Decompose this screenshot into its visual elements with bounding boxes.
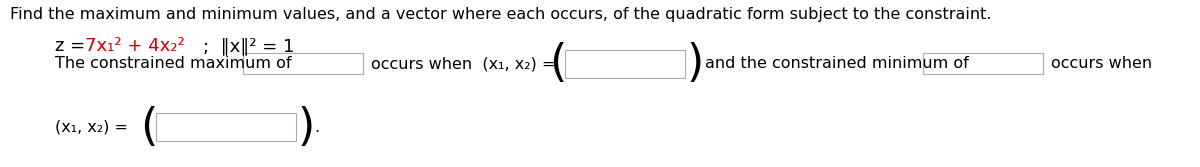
FancyBboxPatch shape	[242, 53, 364, 74]
Text: ): )	[686, 42, 703, 86]
Text: occurs when: occurs when	[1051, 56, 1152, 71]
Text: (: (	[550, 42, 566, 86]
Text: 7x₁² + 4x₂²: 7x₁² + 4x₂²	[85, 37, 185, 55]
Text: ;  ∥x∥² = 1: ; ∥x∥² = 1	[203, 37, 294, 55]
FancyBboxPatch shape	[156, 113, 296, 141]
Text: occurs when  (x₁, x₂) =: occurs when (x₁, x₂) =	[371, 56, 556, 71]
Text: (x₁, x₂) =: (x₁, x₂) =	[55, 120, 128, 134]
Text: Find the maximum and minimum values, and a vector where each occurs, of the quad: Find the maximum and minimum values, and…	[10, 7, 991, 22]
Text: ): )	[298, 106, 314, 148]
Text: and the constrained minimum of: and the constrained minimum of	[706, 56, 968, 71]
Text: z =: z =	[55, 37, 91, 55]
FancyBboxPatch shape	[923, 53, 1043, 74]
Text: (: (	[140, 106, 157, 148]
Text: .: .	[314, 120, 319, 134]
Text: The constrained maximum of: The constrained maximum of	[55, 56, 292, 71]
FancyBboxPatch shape	[565, 50, 685, 78]
